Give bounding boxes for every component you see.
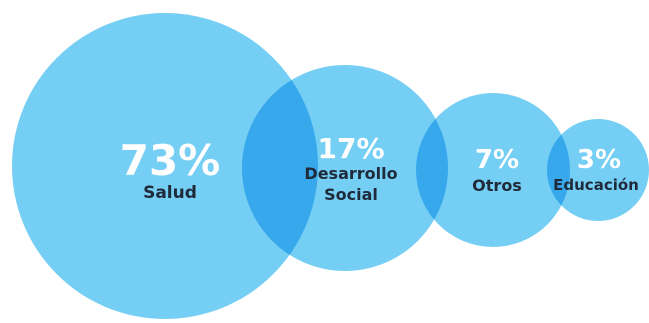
category-label-otros: Otros (472, 176, 522, 195)
category-label-desarrollo-line1: Desarrollo (304, 164, 397, 183)
value-label-salud: 73% (120, 136, 221, 185)
value-label-desarrollo-social: 17% (317, 132, 384, 165)
bubble-otros (416, 93, 570, 247)
category-label-desarrollo-line2: Social (324, 185, 378, 204)
overlap-salud-desarrollo (242, 65, 318, 271)
value-label-otros: 7% (475, 145, 519, 175)
category-label-salud: Salud (143, 183, 197, 203)
value-label-educacion: 3% (577, 145, 621, 175)
category-label-educacion: Educación (553, 176, 639, 194)
bubble-educacion (547, 119, 649, 221)
bubble-salud (12, 13, 318, 319)
